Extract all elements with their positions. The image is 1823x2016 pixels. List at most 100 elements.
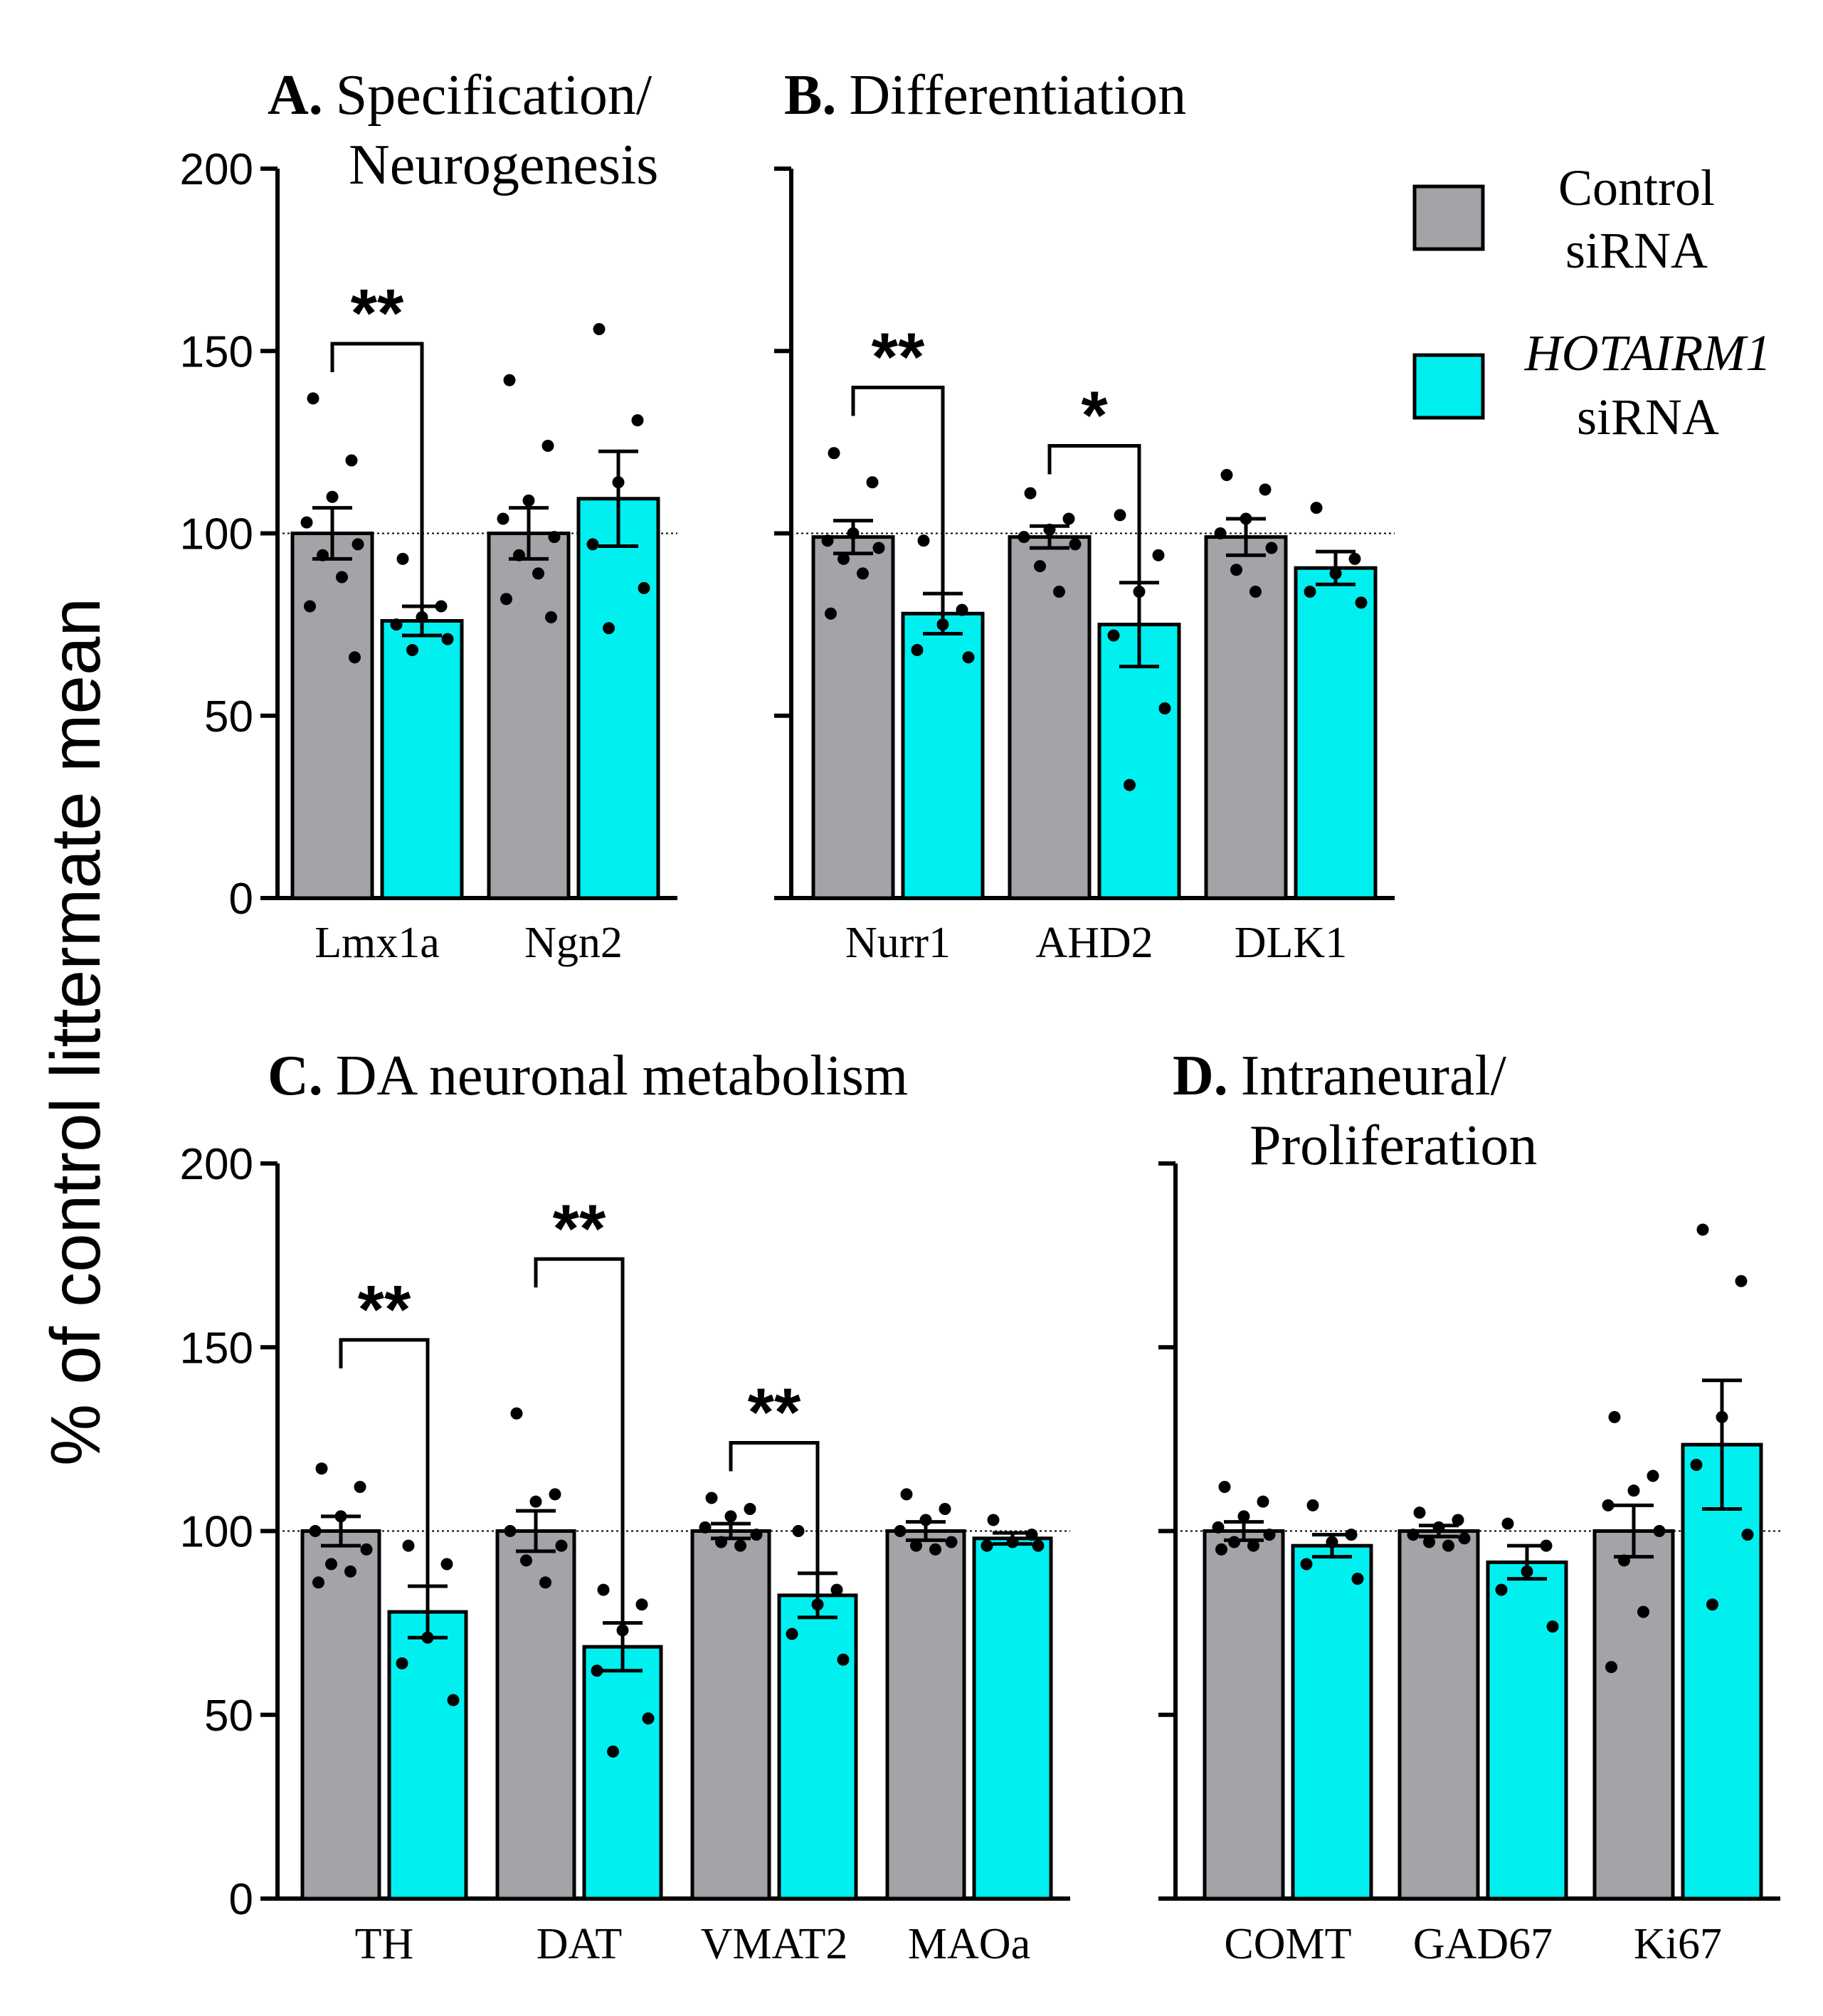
data-point	[631, 414, 644, 427]
svg-text:A.Specification/: A. Specification/	[268, 64, 652, 127]
data-point	[1355, 596, 1368, 609]
data-point	[1124, 779, 1136, 791]
data-point	[750, 1529, 763, 1541]
data-point	[325, 1558, 337, 1571]
data-point	[1602, 1499, 1615, 1511]
significance-bracket	[534, 1257, 625, 1664]
y-tick-label: 50	[204, 692, 253, 742]
data-point	[1351, 1573, 1364, 1585]
legend-swatch-control	[1412, 184, 1485, 251]
data-point	[1025, 1529, 1038, 1541]
category-label-dat: DAT	[537, 1920, 623, 1968]
data-point	[866, 476, 879, 489]
data-point	[1240, 512, 1252, 525]
bar-maoa-hotairm1	[972, 1536, 1053, 1901]
category-label-comt: COMT	[1224, 1920, 1351, 1968]
data-point	[1062, 512, 1075, 525]
panel-b-title: B. Differentiation	[784, 64, 1186, 127]
data-point	[532, 567, 544, 580]
data-point	[638, 581, 650, 594]
data-point	[1300, 1558, 1313, 1571]
significance-stars: **	[748, 1375, 801, 1451]
data-point	[1024, 487, 1037, 500]
data-point	[919, 1514, 932, 1526]
data-point	[635, 1598, 648, 1611]
data-point	[1521, 1565, 1533, 1578]
data-point	[396, 1657, 408, 1669]
data-point	[894, 1525, 907, 1537]
significance-bracket	[339, 1338, 430, 1631]
data-point	[360, 1543, 373, 1556]
bar-lmx1a-control	[290, 532, 374, 900]
significance-bracket	[1047, 444, 1141, 660]
data-point	[821, 534, 834, 547]
data-point	[336, 571, 348, 584]
panel-d-chart: COMT GAD67 Ki67	[1158, 1161, 1780, 1968]
data-point	[539, 1576, 551, 1589]
data-point	[315, 1462, 328, 1475]
data-point	[345, 454, 358, 467]
data-point	[1304, 586, 1316, 598]
data-point	[1653, 1525, 1666, 1537]
data-point	[1034, 560, 1046, 573]
legend-label-control-line1: Control	[1558, 159, 1715, 216]
data-point	[1306, 1499, 1319, 1511]
data-point	[699, 1521, 712, 1534]
significance-bracket	[729, 1441, 820, 1610]
category-label-th: TH	[355, 1920, 414, 1968]
data-point	[312, 1576, 324, 1589]
bar-ki67-control	[1592, 1529, 1675, 1901]
data-point	[520, 1554, 532, 1567]
data-point	[945, 1536, 958, 1548]
panel-a-chart: 0 50 100 150 200 Lmx1a ** Ngn2	[180, 145, 677, 967]
data-point	[847, 527, 860, 539]
bar-dlk1-hotairm1	[1294, 566, 1378, 900]
data-point	[352, 538, 364, 551]
data-point	[317, 549, 329, 561]
data-point	[939, 1503, 951, 1516]
bar-nurr1-control	[811, 535, 895, 900]
data-point	[1214, 527, 1227, 539]
data-point	[900, 1488, 913, 1501]
data-point	[1032, 1539, 1045, 1552]
significance-stars: **	[351, 275, 404, 352]
significance-bracket	[851, 386, 945, 627]
data-point	[607, 1745, 619, 1758]
data-point	[447, 1694, 460, 1706]
data-point	[300, 516, 313, 529]
category-label-nurr1: Nurr1	[845, 919, 951, 967]
data-point	[1696, 1223, 1709, 1236]
data-point	[1215, 1543, 1227, 1556]
data-point	[522, 494, 535, 507]
bar-ngn2-hotairm1	[576, 497, 660, 900]
data-point	[390, 618, 403, 631]
svg-text:Proliferation: Proliferation	[1249, 1114, 1537, 1177]
data-point	[334, 1510, 347, 1523]
bar-dat-control	[495, 1529, 576, 1901]
data-point	[744, 1503, 756, 1516]
svg-text:C.DA neuronal metabolism: C. DA neuronal metabolism	[268, 1045, 908, 1107]
data-point	[1043, 523, 1056, 536]
bar-gad67-control	[1397, 1529, 1480, 1901]
data-point	[1348, 552, 1361, 565]
data-point	[1006, 1536, 1019, 1548]
bar-vmat2-hotairm1	[777, 1593, 858, 1901]
bar-maoa-control	[885, 1529, 966, 1901]
data-point	[1218, 1481, 1231, 1494]
data-point	[326, 490, 339, 503]
y-tick-label: 0	[229, 875, 253, 924]
y-tick-label: 50	[204, 1692, 253, 1741]
data-point	[597, 1583, 610, 1596]
data-point	[1605, 1661, 1617, 1674]
data-point	[1237, 1510, 1250, 1523]
data-point	[504, 1525, 517, 1537]
y-tick-label: 100	[180, 1508, 253, 1557]
category-label-ahd2: AHD2	[1035, 919, 1153, 967]
panel-c-title: C. DA neuronal metabolism	[268, 1045, 908, 1107]
svg-text:Neurogenesis: Neurogenesis	[349, 134, 658, 196]
data-point	[1495, 1583, 1508, 1596]
y-tick-label: 200	[180, 1140, 253, 1189]
data-point	[497, 512, 509, 525]
data-point	[349, 651, 361, 664]
data-point	[1230, 564, 1242, 576]
